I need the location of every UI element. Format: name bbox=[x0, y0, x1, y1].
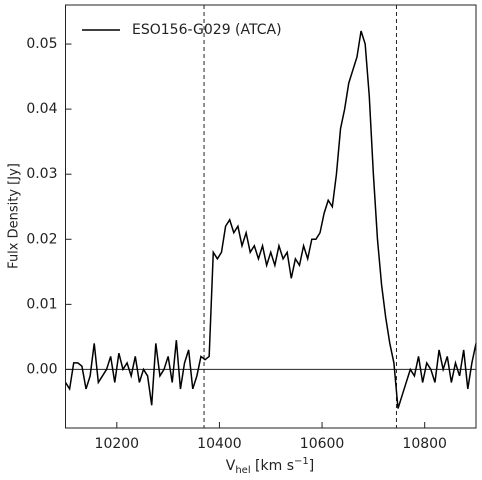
y-axis-label: Fulx Density [Jy] bbox=[7, 163, 22, 269]
x-tick-label: 10800 bbox=[402, 436, 447, 452]
plot-frame bbox=[65, 4, 477, 429]
x-tick-label: 10600 bbox=[300, 436, 345, 452]
legend-label: ESO156-G029 (ATCA) bbox=[132, 22, 282, 38]
x-label-sub: hel bbox=[235, 465, 250, 476]
spectrum-line bbox=[64, 30, 477, 409]
y-tick-label: 0.04 bbox=[26, 101, 57, 117]
x-label-sup: −1 bbox=[294, 456, 309, 467]
y-tick-label: 0.01 bbox=[26, 296, 57, 312]
x-label-main: V bbox=[226, 458, 236, 474]
x-label-end: ] bbox=[309, 458, 314, 474]
y-tick-label: 0.03 bbox=[26, 166, 57, 182]
y-tick-label: 0.02 bbox=[26, 231, 57, 247]
y-tick-label: 0.05 bbox=[26, 36, 57, 52]
x-tick-label: 10200 bbox=[95, 436, 140, 452]
x-axis-label: Vhel [km s−1] bbox=[226, 456, 314, 476]
y-tick-label: 0.00 bbox=[26, 361, 57, 377]
x-tick-label: 10400 bbox=[197, 436, 242, 452]
x-label-rest: [km s bbox=[251, 458, 294, 474]
